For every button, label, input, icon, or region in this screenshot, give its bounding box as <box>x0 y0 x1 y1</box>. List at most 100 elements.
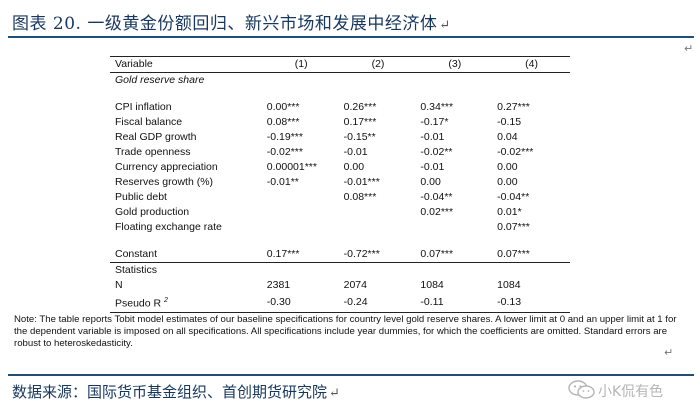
n-row: N 2381 2074 1084 1084 <box>110 278 570 293</box>
table-cell: 2381 <box>266 279 291 291</box>
return-mark: ↵ <box>664 346 674 359</box>
table-cell: 0.07*** <box>420 248 454 260</box>
figure-header: 图表 20. 一级黄金份额回归、新兴市场和发展中经济体 ↵ <box>0 0 700 37</box>
table-cell: 0.07*** <box>497 221 530 233</box>
table-cell: 0.04 <box>497 131 518 143</box>
table-row: Public debt 0.08*** -0.04** -0.04** <box>110 190 570 205</box>
table-subheader-row: Gold reserve share <box>110 73 570 89</box>
table-cell: -0.04** <box>497 191 530 203</box>
table-cell: 0.08*** <box>266 116 300 128</box>
table-cell <box>416 220 493 235</box>
table-row: Real GDP growth -0.19*** -0.15** -0.01 0… <box>110 130 570 145</box>
row-label: N <box>115 279 123 291</box>
table-cell: 0.01* <box>497 206 522 218</box>
table-cell: 2074 <box>343 279 367 291</box>
header-cell: (3) <box>416 56 494 73</box>
row-label: Fiscal balance <box>115 116 183 128</box>
table-cell: 0.17*** <box>343 116 377 128</box>
table-cell: 0.27*** <box>497 101 530 113</box>
data-source: 数据来源：国际货币基金组织、首创期货研究院 ↵ <box>12 381 340 402</box>
table-row: Floating exchange rate 0.07*** <box>110 220 570 235</box>
table-cell: -0.17* <box>420 116 449 128</box>
table-row: Fiscal balance 0.08*** 0.17*** -0.17* -0… <box>110 115 570 130</box>
row-label: Reserves growth (%) <box>115 176 214 188</box>
table-cell: 0.17*** <box>266 248 300 260</box>
table-cell: 0.00 <box>497 176 518 188</box>
table-row: CPI inflation 0.00*** 0.26*** 0.34*** 0.… <box>110 100 570 115</box>
table-cell: 0.00 <box>343 161 365 173</box>
header-rule <box>8 36 694 38</box>
table-cell: -0.15** <box>343 131 376 143</box>
row-label: Gold production <box>115 206 190 218</box>
table-header-row: Variable (1) (2) (3) (4) <box>110 56 570 73</box>
figure-title-text: 图表 20. 一级黄金份额回归、新兴市场和发展中经济体 <box>12 14 438 34</box>
table-cell: -0.01** <box>266 176 299 188</box>
table-cell: 0.00001*** <box>266 161 317 173</box>
watermark: 小K侃有色 <box>566 379 700 401</box>
row-label: Trade openness <box>115 146 191 158</box>
table-cell: -0.01 <box>420 131 445 143</box>
header-cell: (4) <box>493 56 570 73</box>
table-cell: 1084 <box>420 279 444 291</box>
return-mark: ↵ <box>684 42 694 55</box>
table-cell: -0.15 <box>497 116 522 128</box>
table-cell: 1084 <box>497 279 521 291</box>
statistics-row: Statistics <box>110 262 570 278</box>
header-cell: (2) <box>339 56 417 73</box>
row-label: Constant <box>115 248 158 260</box>
table-cell: 0.00*** <box>266 101 300 113</box>
table-row: Gold production 0.02*** 0.01* <box>110 205 570 220</box>
table-cell: -0.30 <box>262 293 340 313</box>
figure-title: 图表 20. 一级黄金份额回归、新兴市场和发展中经济体 ↵ <box>12 9 451 34</box>
table-cell <box>340 220 417 235</box>
superscript: 2 <box>164 297 168 304</box>
table-cell: -0.02** <box>420 146 453 158</box>
table-cell: 0.00 <box>420 176 441 188</box>
table-cell <box>340 205 417 220</box>
table-cell: 0.02*** <box>420 206 454 218</box>
table-cell: -0.13 <box>493 293 570 313</box>
row-label: CPI inflation <box>115 101 172 113</box>
table-cell: -0.01 <box>420 161 445 173</box>
table-row: Reserves growth (%) -0.01** -0.01*** 0.0… <box>110 175 570 190</box>
table-cell: -0.04** <box>420 191 453 203</box>
table-cell: -0.11 <box>416 293 494 313</box>
wechat-icon <box>568 380 596 400</box>
row-label: Currency appreciation <box>115 161 218 173</box>
table-cell <box>263 220 340 235</box>
row-label: Public debt <box>115 191 167 203</box>
table-note: Note: The table reports Tobit model esti… <box>14 314 677 349</box>
table-cell: 0.34*** <box>420 101 454 113</box>
table-row: Trade openness -0.02*** -0.01 -0.02** -0… <box>110 145 570 160</box>
table-cell: 0.08*** <box>343 191 377 203</box>
table-row: Currency appreciation 0.00001*** 0.00 -0… <box>110 160 570 175</box>
table-cell: -0.72*** <box>343 248 380 260</box>
header-cell: Variable <box>110 56 263 73</box>
return-mark: ↵ <box>329 386 340 401</box>
pseudo-r-label: Pseudo R <box>115 297 162 310</box>
table-cell: 0.26*** <box>343 101 377 113</box>
watermark-text: 小K侃有色 <box>598 384 664 400</box>
table-cell: 0.07*** <box>497 248 530 260</box>
statistics-label: Statistics <box>110 262 263 278</box>
pseudo-r2-row: Pseudo R 2 -0.30 -0.24 -0.11 -0.13 <box>110 293 570 313</box>
constant-row: Constant 0.17*** -0.72*** 0.07*** 0.07**… <box>110 247 570 263</box>
dependent-variable-label: Gold reserve share <box>115 74 205 86</box>
header-cell: (1) <box>262 56 340 73</box>
footer-rule <box>8 374 694 376</box>
table-cell: 0.00 <box>497 161 518 173</box>
return-mark: ↵ <box>439 18 451 33</box>
table-cell: -0.02*** <box>497 146 534 158</box>
table-cell: -0.02*** <box>266 146 303 158</box>
table-cell: -0.19*** <box>266 131 303 143</box>
table-cell: -0.01*** <box>343 176 380 188</box>
row-label: Pseudo R 2 <box>110 293 263 313</box>
row-label: Floating exchange rate <box>115 221 222 233</box>
table-cell: -0.24 <box>339 293 417 313</box>
table-cell <box>263 190 340 205</box>
row-label: Real GDP growth <box>115 131 197 143</box>
regression-table: Variable (1) (2) (3) (4) Gold reserve sh… <box>110 56 570 313</box>
table-cell: -0.01 <box>343 146 368 158</box>
regression-table-grid: Variable (1) (2) (3) (4) Gold reserve sh… <box>110 56 570 313</box>
table-cell <box>263 205 340 220</box>
